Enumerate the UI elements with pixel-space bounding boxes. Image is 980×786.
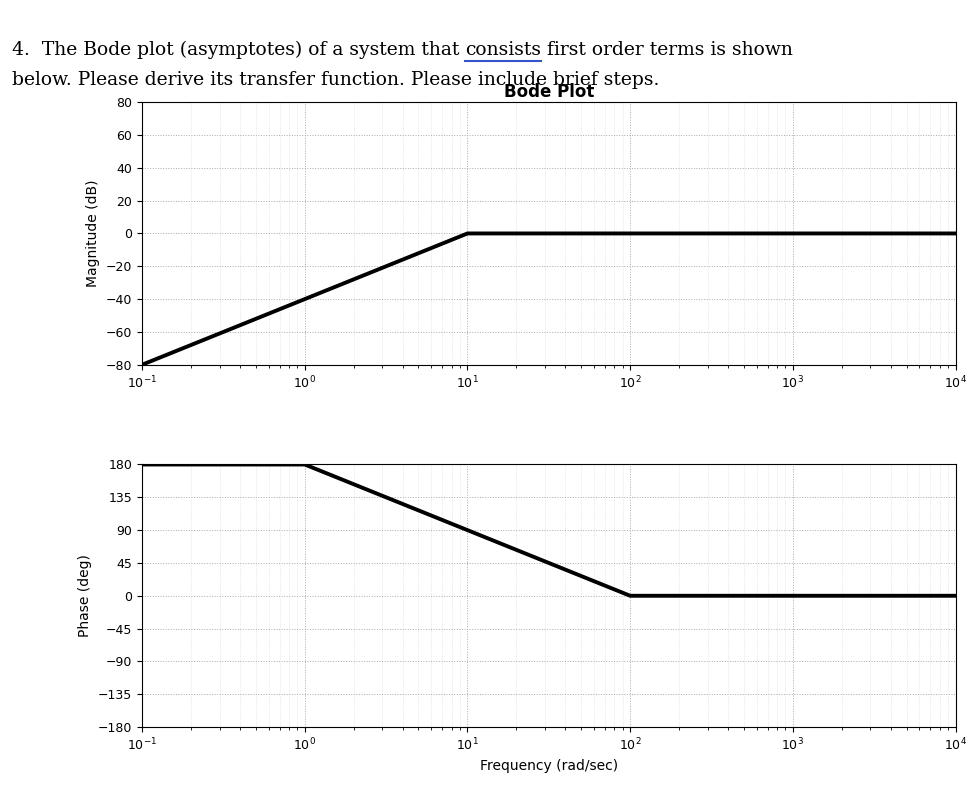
Text: below. Please derive its transfer function. Please include brief steps.: below. Please derive its transfer functi…	[12, 71, 660, 89]
Y-axis label: Magnitude (dB): Magnitude (dB)	[86, 180, 100, 287]
Y-axis label: Phase (deg): Phase (deg)	[78, 554, 92, 637]
X-axis label: Frequency (rad/sec): Frequency (rad/sec)	[480, 759, 617, 773]
Text: 4.  The Bode plot (asymptotes) of a system that: 4. The Bode plot (asymptotes) of a syste…	[12, 41, 465, 59]
Text: consists: consists	[466, 41, 541, 59]
Text: first order terms is shown: first order terms is shown	[541, 41, 793, 59]
Title: Bode Plot: Bode Plot	[504, 83, 594, 101]
